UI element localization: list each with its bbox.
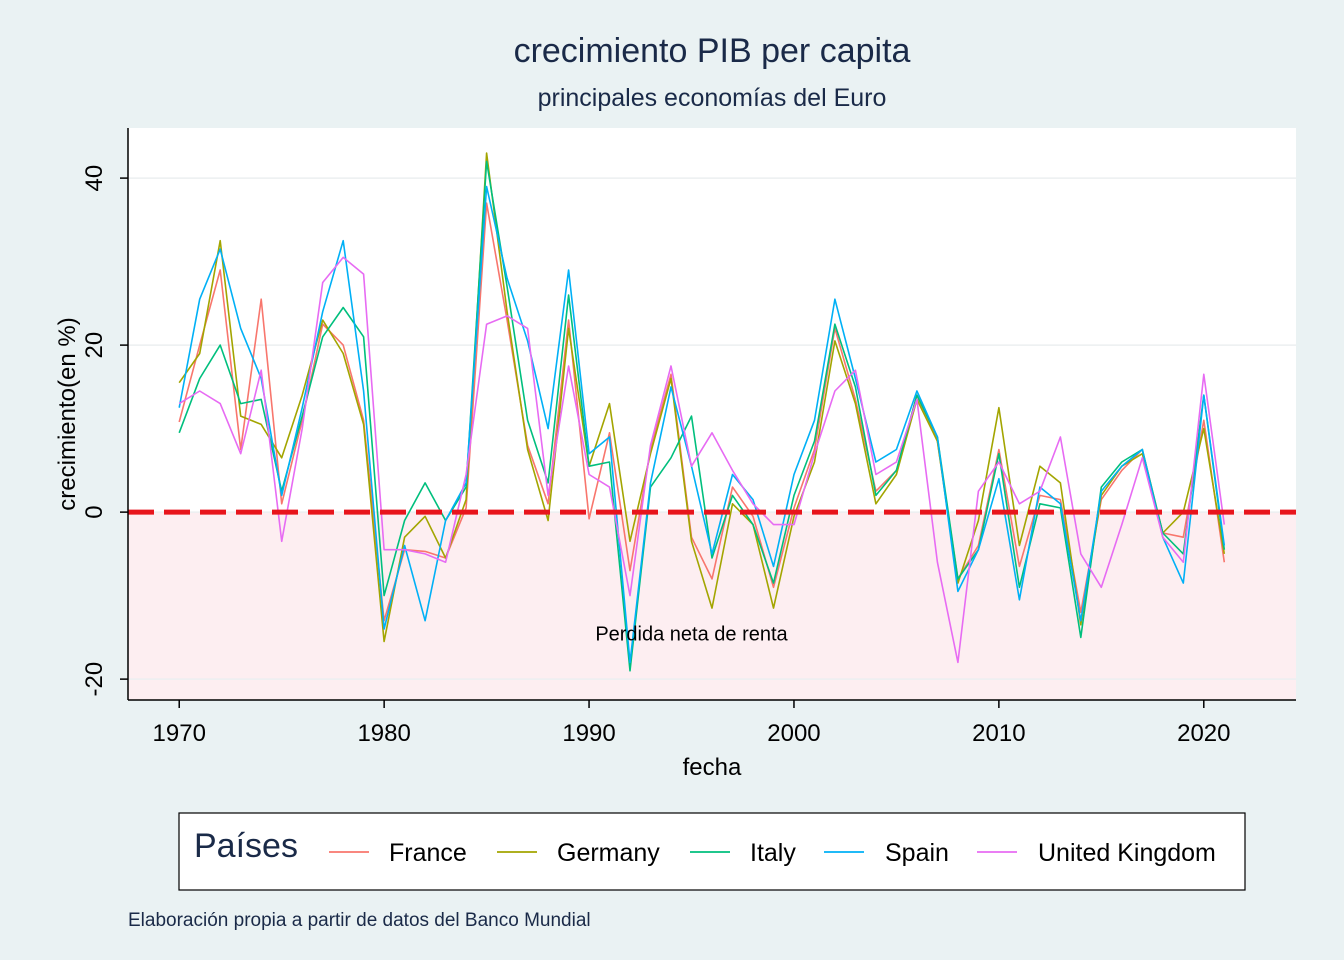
legend-label: Germany (557, 839, 660, 867)
series-lines (178, 152, 1226, 672)
x-tick-label: 2000 (767, 720, 820, 747)
x-tick-label: 1990 (562, 720, 615, 747)
legend-label: Italy (750, 839, 796, 867)
y-tick-label: 0 (81, 505, 108, 518)
legend-items: France Germany Italy Spain United Kingdom (329, 839, 1216, 867)
y-axis-title: crecimiento(en %) (54, 317, 81, 510)
y-tick-label: -20 (81, 662, 108, 697)
series-line-united-kingdom (178, 256, 1226, 664)
loss-annotation: Perdida neta de renta (595, 624, 788, 646)
series-line-spain (178, 185, 1226, 664)
series-line-france (178, 202, 1226, 622)
legend-label: France (389, 839, 467, 867)
y-tick-label: 20 (81, 332, 108, 359)
x-axis-title: fecha (683, 754, 742, 781)
legend-label: United Kingdom (1038, 839, 1216, 867)
y-tick-label: 40 (81, 165, 108, 192)
x-axis-ticks: 1970 1980 1990 2000 2010 2020 (153, 700, 1230, 747)
y-axis-ticks: -20 0 20 40 (81, 165, 128, 697)
source-caption: Elaboración propia a partir de datos del… (128, 910, 591, 931)
chart-subtitle: principales economías del Euro (538, 84, 887, 112)
legend-label: Spain (885, 839, 949, 867)
x-tick-label: 2010 (972, 720, 1025, 747)
legend-title: Países (194, 827, 298, 865)
series-line-italy (178, 160, 1226, 672)
chart-title: crecimiento PIB per capita (514, 32, 911, 70)
x-tick-label: 1980 (357, 720, 410, 747)
x-tick-label: 1970 (153, 720, 206, 747)
x-tick-label: 2020 (1177, 720, 1230, 747)
series-line-germany (178, 152, 1226, 643)
